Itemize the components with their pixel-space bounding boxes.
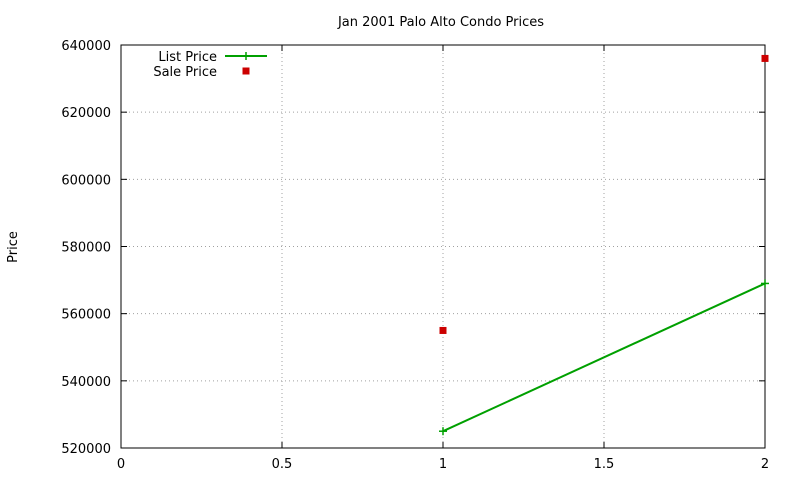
data-series [439,54,769,436]
list-price-point [761,279,769,288]
sale-price-point [439,326,447,334]
y-tick-label: 620000 [61,106,111,121]
y-axis-label: Price [6,231,21,263]
x-tick-label: 1.5 [594,457,615,472]
legend-marker [242,67,250,75]
list-price-point [439,427,447,436]
chart-title: Jan 2001 Palo Alto Condo Prices [337,15,544,30]
sale-price-point [761,54,769,62]
y-tick-label: 580000 [61,241,111,256]
x-tick-label: 1 [439,457,447,472]
y-tick-label: 560000 [61,308,111,323]
x-tick-label: 0 [117,457,125,472]
axis-ticks [120,44,766,449]
legend-label: List Price [158,50,217,65]
x-tick-label: 0.5 [272,457,293,472]
y-tick-label: 540000 [61,375,111,390]
y-tick-label: 600000 [61,173,111,188]
y-tick-label: 520000 [61,442,111,457]
x-tick-labels: 0 0.5 1 1.5 2 [117,457,769,472]
legend-label: Sale Price [153,65,217,80]
y-tick-label: 640000 [61,39,111,54]
y-tick-labels: 520000 540000 560000 580000 600000 620000 6400… [61,39,111,457]
grid-lines [121,45,765,448]
list-price-line [442,282,766,433]
x-tick-label: 2 [761,457,769,472]
legend-marker [242,52,250,60]
